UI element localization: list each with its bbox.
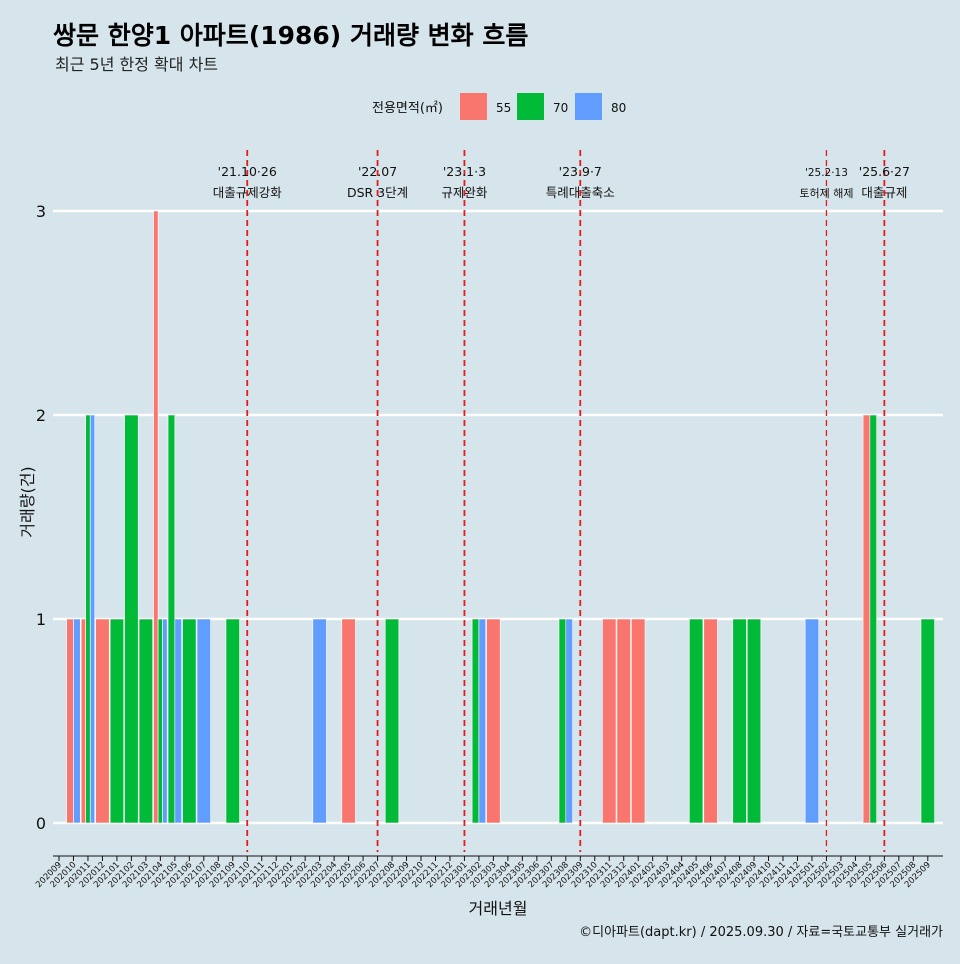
bar-202010-55 [66, 618, 74, 824]
bar-202303-55 [486, 618, 501, 824]
y-tick-label: 0 [36, 814, 46, 833]
legend-key-80 [575, 93, 602, 120]
legend-label-55: 55 [496, 101, 511, 115]
y-tick-label: 1 [36, 610, 46, 629]
bar-202106-70 [182, 618, 197, 824]
event-date: '25.2·13 [805, 167, 848, 179]
bar-202101-70 [109, 618, 125, 824]
bar-202205-55 [341, 618, 356, 824]
legend-key-70 [517, 93, 544, 120]
bar-202103-70 [138, 618, 153, 824]
bar-202010-80 [73, 618, 81, 824]
legend-label-70: 70 [553, 101, 568, 115]
event-date: '25.6·27 [859, 164, 910, 179]
bar-202011-80 [89, 414, 96, 824]
bar-202208-70 [384, 618, 400, 824]
bar-202105-70 [167, 414, 176, 824]
bar-202302-70 [471, 618, 480, 824]
event-label: 규제완화 [441, 185, 488, 200]
bar-202109-70 [225, 618, 240, 824]
y-tick-label: 3 [36, 202, 46, 221]
bar-202107-80 [196, 618, 211, 824]
event-label: DSR 3단계 [347, 185, 408, 200]
event-label: 대출규제강화 [213, 185, 283, 200]
bar-202104-80 [162, 618, 168, 824]
bar-202203-80 [312, 618, 327, 824]
bar-202308-80 [565, 618, 573, 824]
y-tick-label: 2 [36, 406, 46, 425]
event-date: '22.07 [358, 164, 397, 179]
bar-202105-80 [174, 618, 182, 824]
y-axis-title: 거래량(건) [18, 466, 37, 537]
bars [66, 210, 935, 824]
event-label: 토허제 해제 [799, 186, 853, 200]
bar-202308-70 [558, 618, 567, 824]
event-label: 특례대출축소 [546, 185, 615, 200]
legend-key-55 [460, 93, 487, 120]
bar-202104-55 [153, 210, 159, 824]
bar-202311-55 [602, 618, 617, 824]
bar-202408-70 [732, 618, 747, 824]
caption: ©디아파트(dapt.kr) / 2025.09.30 / 자료=국토교통부 실… [579, 925, 943, 940]
event-label: 대출규제 [861, 185, 907, 200]
y-axis: 0 1 2 3 [36, 202, 46, 833]
bar-202302-80 [478, 618, 487, 824]
event-date: '23.1·3 [443, 164, 486, 179]
bar-202405-70 [689, 618, 704, 824]
bar-202104-70 [157, 618, 163, 824]
bar-202409-70 [746, 618, 762, 824]
x-axis: 2020092020102020112020122021012021022021… [34, 855, 943, 890]
bar-202012-55 [95, 618, 110, 824]
bar-202509-70 [920, 618, 935, 824]
event-date: '23.9·7 [559, 164, 602, 179]
event-markers: '21.10·26 대출규제강화 '22.07 DSR 3단계 '23.1·3 규제완화 '… [213, 150, 910, 852]
bar-202102-70 [124, 414, 139, 824]
legend-title: 전용면적(㎡) [372, 101, 443, 116]
bar-202501-80 [804, 618, 820, 824]
bar-202406-55 [703, 618, 718, 824]
bar-202011-55 [80, 618, 86, 824]
event-date: '21.10·26 [218, 164, 277, 179]
x-axis-title: 거래년월 [469, 899, 528, 918]
bar-202505-70 [869, 414, 877, 824]
chart-subtitle: 최근 5년 한정 확대 차트 [55, 55, 218, 74]
bar-202401-55 [631, 618, 646, 824]
bar-202505-55 [862, 414, 871, 824]
legend: 전용면적(㎡) 55 70 80 [372, 93, 626, 120]
bar-202011-70 [85, 414, 91, 824]
legend-label-80: 80 [611, 101, 626, 115]
chart-title: 쌍문 한양1 아파트(1986) 거래량 변화 흐름 [53, 21, 528, 50]
bar-202312-55 [616, 618, 631, 824]
